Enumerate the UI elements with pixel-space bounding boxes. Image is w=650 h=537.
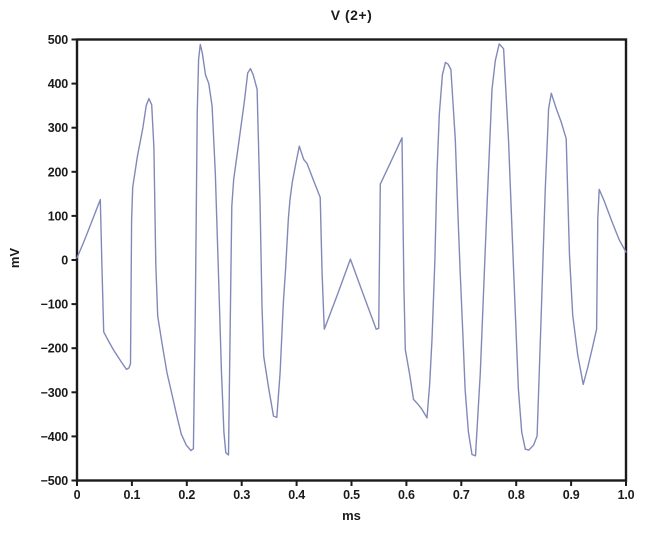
x-tick-label: 0.4 [288,488,305,502]
x-tick-label: 1.0 [618,488,635,502]
y-tick-label: 0 [61,254,68,268]
x-tick-label: 0.1 [124,488,141,502]
y-tick-label: 100 [48,209,69,223]
x-tick-label: 0.6 [398,488,415,502]
y-tick-label: −400 [41,430,69,444]
y-tick-label: 500 [48,33,69,47]
y-tick-label: −500 [41,474,69,488]
x-axis-label: ms [342,508,361,523]
x-tick-label: 0.3 [233,488,250,502]
chart-title: V (2+) [330,7,373,23]
x-tick-label: 0.2 [178,488,195,502]
x-tick-label: 0 [74,488,81,502]
x-tick-label: 0.8 [508,488,525,502]
y-tick-label: −300 [41,386,69,400]
x-tick-label: 0.5 [343,488,360,502]
y-tick-label: 400 [48,77,69,91]
y-tick-label: −100 [41,298,69,312]
y-tick-label: −200 [41,342,69,356]
waveform-line [76,43,627,457]
x-tick-label: 0.7 [453,488,470,502]
y-tick-label: 200 [48,165,69,179]
x-tick-label: 0.9 [563,488,580,502]
y-tick-label: 300 [48,121,69,135]
